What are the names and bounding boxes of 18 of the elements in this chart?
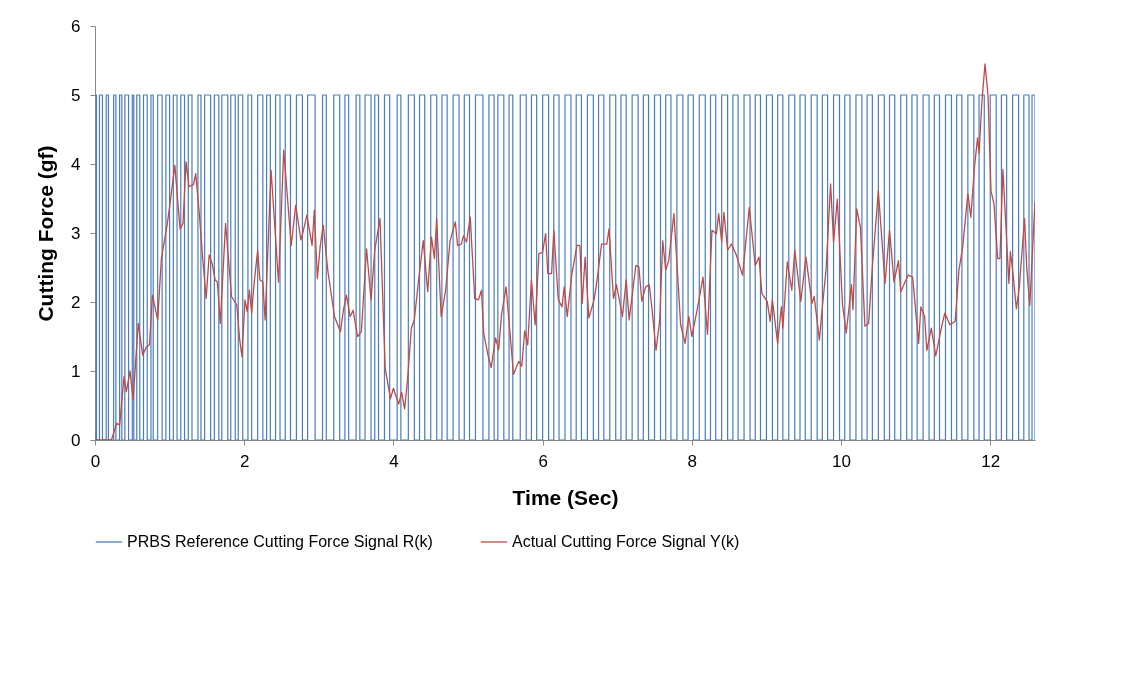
legend-label: PRBS Reference Cutting Force Signal R(k) — [127, 533, 433, 550]
y-tick-label: 4 — [71, 154, 81, 174]
x-tick-label: 12 — [981, 451, 1001, 471]
x-tick-label: 2 — [239, 451, 250, 471]
y-tick-label: 5 — [71, 85, 81, 105]
x-tick-label: 10 — [832, 451, 851, 471]
y-tick-label: 2 — [71, 292, 81, 312]
legend-label: Actual Cutting Force Signal Y(k) — [512, 533, 740, 550]
x-tick-label: 4 — [389, 451, 399, 471]
x-tick-label: 6 — [538, 451, 548, 471]
x-axis-title: Time (Sec) — [512, 485, 619, 509]
y-tick-label: 0 — [71, 430, 81, 450]
y-axis-title: Cutting Force (gf) — [34, 145, 58, 322]
y-tick-label: 1 — [71, 361, 81, 381]
x-tick-label: 0 — [90, 451, 101, 471]
y-tick-label: 6 — [71, 16, 81, 36]
y-tick-label: 3 — [71, 223, 81, 243]
x-tick-label: 8 — [687, 451, 698, 471]
